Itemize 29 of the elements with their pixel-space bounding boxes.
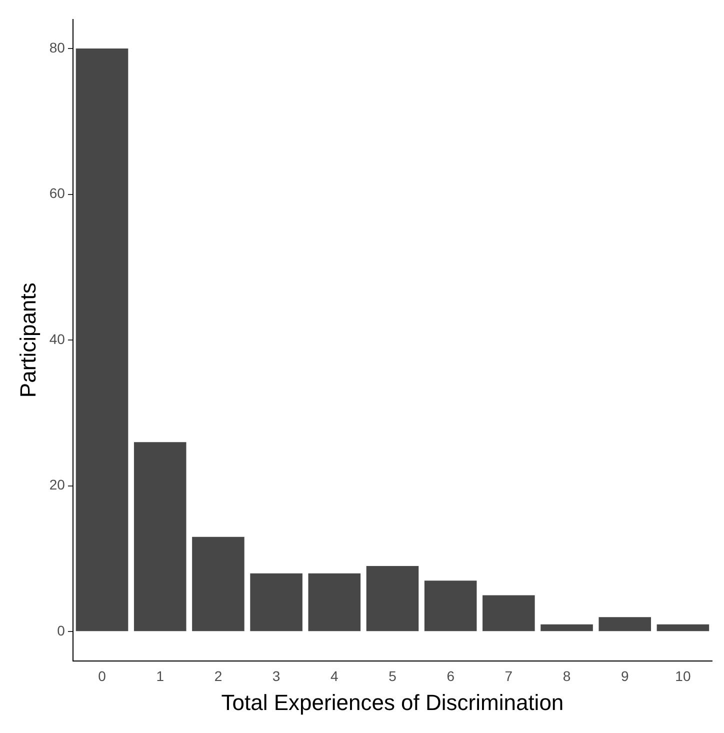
x-tick-label: 8 [562, 668, 571, 684]
bar [482, 595, 535, 632]
y-tick-label: 0 [57, 622, 66, 639]
x-tick-label: 4 [330, 668, 338, 684]
bar [76, 48, 128, 632]
x-tick-label: 3 [272, 668, 280, 684]
x-tick-label: 10 [675, 668, 691, 684]
bar [366, 566, 419, 632]
bar [134, 442, 186, 632]
bar [598, 617, 651, 632]
x-tick-label: 7 [504, 668, 513, 684]
bar [250, 573, 302, 632]
bar [308, 573, 361, 632]
x-axis-title: Total Experiences of Discrimination [221, 690, 564, 715]
y-tick-label: 80 [49, 39, 66, 56]
bar [424, 580, 477, 632]
y-axis-title: Participants [15, 282, 40, 398]
y-tick-label: 20 [49, 476, 66, 493]
x-tick-label: 0 [98, 668, 106, 684]
y-tick-label: 60 [49, 185, 66, 202]
bar [656, 624, 710, 632]
x-tick-label: 2 [214, 668, 222, 684]
bar [540, 624, 593, 632]
bar [192, 536, 244, 632]
x-tick-label: 9 [620, 668, 629, 684]
x-tick-label: 6 [446, 668, 455, 684]
y-tick-label: 40 [49, 330, 66, 347]
x-tick-label: 1 [156, 668, 164, 684]
x-tick-label: 5 [388, 668, 397, 684]
